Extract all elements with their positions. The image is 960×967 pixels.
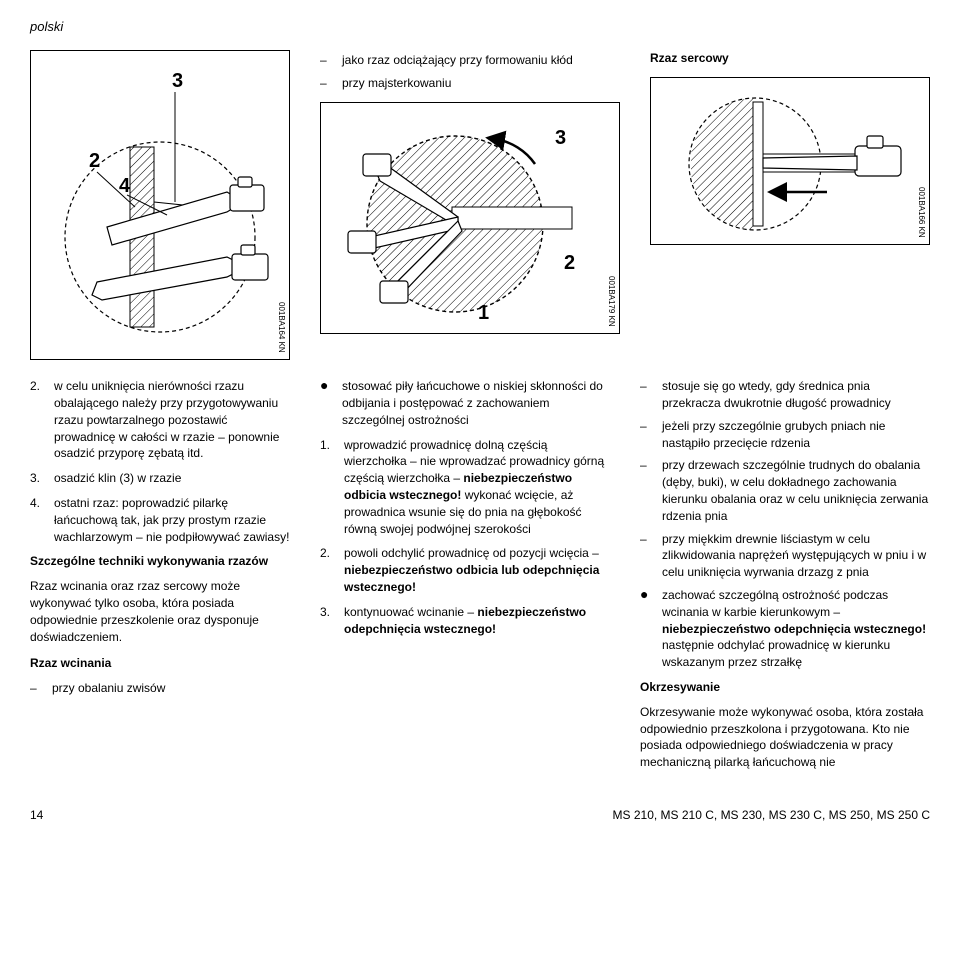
mid-n1: 1. wprowadzić prowadnicę dolną częścią w…	[320, 437, 610, 538]
dash: –	[640, 418, 652, 452]
dash: –	[640, 378, 652, 412]
right-b1c: następnie odchylać prowadnicę w kierunku…	[662, 638, 890, 669]
fig1-n4: 4	[119, 175, 131, 197]
left-p4: ostatni rzaz: poprowadzić pilarkę łańcuc…	[54, 495, 290, 545]
figure-2-svg: 3 2 1	[327, 109, 613, 327]
fig1-label: 001BA164 KN	[276, 302, 287, 353]
right-d1t: stosuje się go wtedy, gdy średnica pnia …	[662, 378, 930, 412]
left-p2: w celu uniknięcia nierówności rzazu obal…	[54, 378, 290, 462]
top-right: Rzaz sercowy	[650, 50, 930, 360]
bullet-icon: ●	[640, 587, 654, 671]
right-d2: – jeżeli przy szczególnie grubych pniach…	[640, 418, 930, 452]
mid-n2: 2. powoli odchylić prowadnicę od pozycji…	[320, 545, 610, 595]
header-lang: polski	[30, 18, 930, 36]
right-b1a: zachować szczególną ostrożność podczas w…	[662, 588, 888, 619]
right-sub: Okrzesywanie	[640, 679, 930, 696]
num: 3.	[320, 604, 336, 638]
main-columns: 2. w celu uniknięcia nierówności rzazu o…	[30, 378, 930, 781]
dash: –	[640, 457, 652, 524]
footer-page: 14	[30, 807, 43, 824]
right-d2t: jeżeli przy szczególnie grubych pniach n…	[662, 418, 930, 452]
dash: –	[640, 531, 652, 581]
right-b1: ● zachować szczególną ostrożność podczas…	[640, 587, 930, 671]
dash: –	[320, 52, 332, 69]
mid-b1: stosować piły łańcuchowe o niskiej skłon…	[342, 378, 610, 428]
top-row: 3 2 4 001BA164 KN – jako rzaz odciążając…	[30, 50, 930, 360]
svg-text:2: 2	[564, 252, 575, 274]
left-item-3: 3. osadzić klin (3) w rzazie	[30, 470, 290, 487]
mid-n1-text: wprowadzić prowadnicę dolną częścią wier…	[344, 437, 610, 538]
right-b1b: niebezpieczeństwo odepchnięcia wsteczneg…	[662, 622, 926, 636]
fig2-label: 001BA179 KN	[606, 276, 617, 327]
left-p6: przy obalaniu zwisów	[52, 680, 165, 697]
right-d1: – stosuje się go wtedy, gdy średnica pni…	[640, 378, 930, 412]
dash: –	[320, 75, 332, 92]
mid-n3-text: kontynuować wcinanie – niebezpieczeństwo…	[344, 604, 610, 638]
right-d3t: przy drzewach szczególnie trudnych do ob…	[662, 457, 930, 524]
footer: 14 MS 210, MS 210 C, MS 230, MS 230 C, M…	[30, 807, 930, 824]
top-mid: – jako rzaz odciążający przy formowaniu …	[320, 50, 620, 360]
right-b1-text: zachować szczególną ostrożność podczas w…	[662, 587, 930, 671]
left-sub2: Rzaz wcinania	[30, 655, 290, 672]
svg-text:1: 1	[478, 302, 489, 324]
bullet-icon: ●	[320, 378, 334, 428]
mid-n3a: kontynuować wcinanie –	[344, 605, 477, 619]
figure-3-box: 001BA166 KN	[650, 77, 930, 245]
num: 2.	[320, 545, 336, 595]
top-mid-text-1: przy majsterkowaniu	[342, 75, 451, 92]
num: 1.	[320, 437, 336, 538]
top-mid-text-0: jako rzaz odciążający przy formowaniu kł…	[342, 52, 573, 69]
num: 3.	[30, 470, 46, 487]
right-d4t: przy miękkim drewnie liściastym w celu z…	[662, 531, 930, 581]
top-mid-item-0: – jako rzaz odciążający przy formowaniu …	[320, 52, 620, 69]
left-sub1: Szczególne techniki wykonywania rzazów	[30, 553, 290, 570]
rzaz-sercowy-title: Rzaz sercowy	[650, 50, 930, 67]
mid-bullet-1: ● stosować piły łańcuchowe o niskiej skł…	[320, 378, 610, 428]
dash: –	[30, 680, 42, 697]
mid-n3: 3. kontynuować wcinanie – niebezpieczeńs…	[320, 604, 610, 638]
right-d3: – przy drzewach szczególnie trudnych do …	[640, 457, 930, 524]
col-mid: ● stosować piły łańcuchowe o niskiej skł…	[320, 378, 610, 781]
left-d6: – przy obalaniu zwisów	[30, 680, 290, 697]
left-p5: Rzaz wcinania oraz rzaz sercowy może wyk…	[30, 578, 290, 645]
figure-1-svg: 3 2 4	[37, 57, 283, 353]
top-left-spacer: 3 2 4 001BA164 KN	[30, 50, 290, 360]
right-d4: – przy miękkim drewnie liściastym w celu…	[640, 531, 930, 581]
left-item-2: 2. w celu uniknięcia nierówności rzazu o…	[30, 378, 290, 462]
col-left: 2. w celu uniknięcia nierówności rzazu o…	[30, 378, 290, 781]
fig3-label: 001BA166 KN	[916, 187, 927, 238]
figure-2-box: 3 2 1 001BA179 KN	[320, 102, 620, 334]
figure-3-svg	[657, 84, 923, 238]
right-p1: Okrzesywanie może wykonywać osoba, która…	[640, 704, 930, 771]
figure-1-box: 3 2 4 001BA164 KN	[30, 50, 290, 360]
num: 2.	[30, 378, 46, 462]
footer-models: MS 210, MS 210 C, MS 230, MS 230 C, MS 2…	[613, 807, 930, 824]
num: 4.	[30, 495, 46, 545]
mid-n2b: niebezpieczeństwo odbicia lub odepchnięc…	[344, 563, 599, 594]
svg-text:3: 3	[555, 127, 566, 149]
col-right: – stosuje się go wtedy, gdy średnica pni…	[640, 378, 930, 781]
mid-n2a: powoli odchylić prowadnicę od pozycji wc…	[344, 546, 599, 560]
left-item-4: 4. ostatni rzaz: poprowadzić pilarkę łań…	[30, 495, 290, 545]
fig1-n2: 2	[89, 150, 100, 172]
fig1-n3: 3	[172, 70, 183, 92]
mid-n2-text: powoli odchylić prowadnicę od pozycji wc…	[344, 545, 610, 595]
top-mid-item-1: – przy majsterkowaniu	[320, 75, 620, 92]
left-p3: osadzić klin (3) w rzazie	[54, 470, 181, 487]
